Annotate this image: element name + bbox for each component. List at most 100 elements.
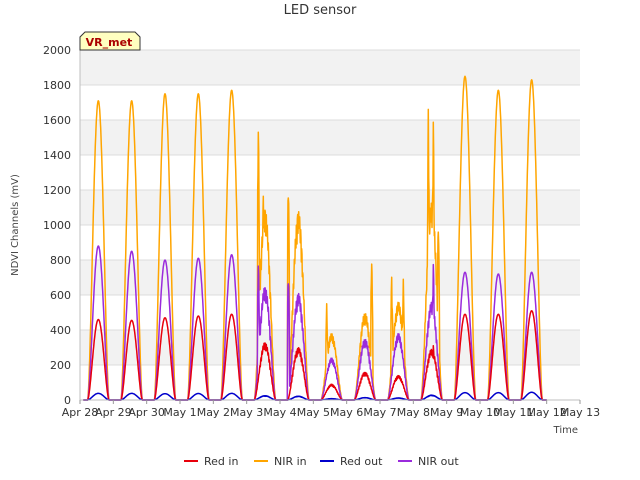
y-tick-label: 0 <box>64 394 71 407</box>
data-point-red-in <box>231 313 233 315</box>
data-point-red-out <box>164 393 166 395</box>
x-tick-label: May 8 <box>397 406 430 419</box>
data-point-red-out <box>364 397 366 399</box>
data-point-red-out <box>397 397 399 399</box>
data-point-red-out <box>131 392 133 394</box>
data-point-nir-in <box>464 75 466 77</box>
legend-label-nir-in: NIR in <box>274 455 307 468</box>
data-point-red-in <box>364 371 366 373</box>
data-point-red-in <box>331 383 333 385</box>
x-tick-label: May 2 <box>197 406 230 419</box>
data-point-nir-out <box>331 357 333 359</box>
data-point-red-in <box>464 313 466 315</box>
data-point-red-in <box>431 348 433 350</box>
data-point-red-in <box>397 375 399 377</box>
data-point-nir-out <box>397 333 399 335</box>
y-tick-label: 1400 <box>43 149 71 162</box>
data-point-nir-out <box>164 259 166 261</box>
axes <box>79 50 580 401</box>
y-tick-label: 400 <box>50 324 71 337</box>
data-point-nir-out <box>131 250 133 252</box>
data-point-red-out <box>97 392 99 394</box>
y-tick-label: 1200 <box>43 184 71 197</box>
legend-label-red-in: Red in <box>204 455 238 468</box>
y-tick-label: 1000 <box>43 219 71 232</box>
data-point-nir-in <box>197 93 199 95</box>
legend-label-nir-out: NIR out <box>418 455 459 468</box>
grid-band <box>80 190 580 225</box>
data-point-red-in <box>264 341 266 343</box>
data-point-nir-out <box>531 271 533 273</box>
data-point-red-out <box>497 392 499 394</box>
x-tick-label: May 6 <box>330 406 363 419</box>
data-point-nir-in <box>331 333 333 335</box>
data-point-nir-in <box>531 79 533 81</box>
data-point-red-in <box>131 319 133 321</box>
data-point-red-out <box>197 393 199 395</box>
y-ticks: 0 200 400 600 800 1000 1200 1400 1600 1800 2000 <box>43 44 71 407</box>
data-point-nir-out <box>364 338 366 340</box>
data-point-nir-in <box>164 93 166 95</box>
data-point-red-out <box>531 391 533 393</box>
x-tick-label: May 12 <box>527 406 567 419</box>
y-tick-label: 800 <box>50 254 71 267</box>
data-point-nir-in <box>97 100 99 102</box>
plot-bands <box>80 50 580 365</box>
data-point-red-in <box>97 319 99 321</box>
x-axis-label: Time <box>553 425 578 436</box>
site-badge-shape <box>79 31 141 51</box>
x-tick-label: Apr 28 <box>62 406 99 419</box>
y-tick-label: 1800 <box>43 79 71 92</box>
data-point-nir-in <box>397 301 399 303</box>
data-point-nir-in <box>231 89 233 91</box>
x-tick-label: May 13 <box>560 406 600 419</box>
x-tick-label: May 1 <box>163 406 196 419</box>
x-tick-label: May 11 <box>493 406 533 419</box>
x-tick-label: May 10 <box>460 406 500 419</box>
x-tick-label: May 4 <box>263 406 296 419</box>
data-point-red-out <box>297 395 299 397</box>
data-point-nir-in <box>364 312 366 314</box>
data-point-red-out <box>464 392 466 394</box>
grid-band <box>80 120 580 155</box>
y-tick-label: 200 <box>50 359 71 372</box>
data-point-nir-out <box>297 292 299 294</box>
data-point-nir-in <box>264 207 266 209</box>
data-point-nir-out <box>197 257 199 259</box>
x-tick-label: May 9 <box>430 406 463 419</box>
grid-band <box>80 50 580 85</box>
chart-title: LED sensor <box>284 3 357 18</box>
data-point-nir-out <box>231 254 233 256</box>
x-tick-label: Apr 30 <box>128 406 165 419</box>
data-point-red-in <box>164 317 166 319</box>
x-tick-label: Apr 29 <box>95 406 132 419</box>
data-point-nir-in <box>431 201 433 203</box>
y-tick-label: 2000 <box>43 44 71 57</box>
data-point-red-in <box>297 347 299 349</box>
site-badge-text: VR_met <box>86 36 133 49</box>
data-point-nir-out <box>97 245 99 247</box>
data-point-nir-in <box>131 100 133 102</box>
data-point-nir-in <box>297 210 299 212</box>
data-point-nir-out <box>464 271 466 273</box>
data-point-nir-out <box>431 301 433 303</box>
data-point-red-out <box>431 394 433 396</box>
data-point-red-in <box>531 310 533 312</box>
data-point-nir-out <box>497 273 499 275</box>
data-point-red-out <box>231 392 233 394</box>
data-point-nir-in <box>497 89 499 91</box>
y-tick-label: 600 <box>50 289 71 302</box>
legend-label-red-out: Red out <box>340 455 383 468</box>
y-tick-label: 1600 <box>43 114 71 127</box>
data-point-nir-out <box>264 285 266 287</box>
data-point-red-in <box>197 315 199 317</box>
y-axis-label: NDVI Channels (mV) <box>10 174 21 276</box>
site-badge: VR_met <box>79 31 141 51</box>
legend: Red in NIR in Red out NIR out <box>184 455 459 468</box>
x-tick-label: May 3 <box>230 406 263 419</box>
data-point-red-in <box>497 313 499 315</box>
x-tick-label: May 5 <box>297 406 330 419</box>
